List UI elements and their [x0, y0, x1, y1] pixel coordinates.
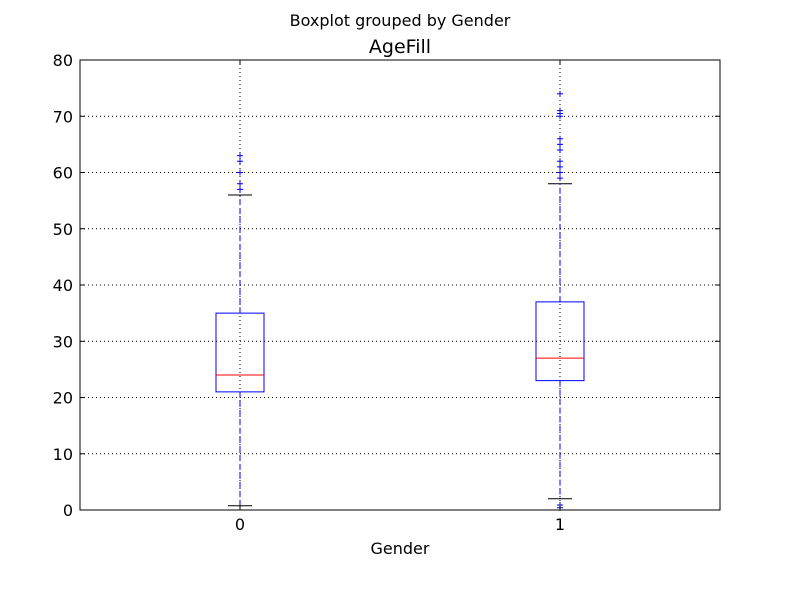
box-group-1	[535, 90, 585, 511]
flier-point	[557, 135, 563, 142]
flier-point	[557, 169, 563, 176]
y-tick-label: 10	[53, 445, 73, 464]
flier-point	[557, 163, 563, 170]
flier-point	[237, 180, 243, 187]
iqr-box	[535, 301, 585, 382]
flier-point	[237, 186, 243, 193]
flier-point	[557, 107, 563, 114]
flier-point	[557, 147, 563, 153]
y-tick-label: 60	[53, 164, 73, 183]
flier-point	[557, 158, 563, 165]
box-plots	[215, 90, 585, 511]
y-tick-label: 70	[53, 107, 73, 126]
flier-point	[237, 158, 243, 165]
flier-point	[557, 90, 563, 97]
iqr-box	[215, 312, 265, 393]
x-tick-label: 1	[555, 515, 565, 534]
y-axis: 0 10 20 30 40 50 60 70 80	[53, 51, 720, 520]
chart-suptitle: Boxplot grouped by Gender	[290, 11, 511, 30]
x-axis-label: Gender	[371, 539, 430, 558]
y-tick-label: 0	[63, 501, 73, 520]
chart-title: AgeFill	[369, 36, 431, 58]
x-tick-label: 0	[235, 515, 245, 534]
flier-point	[237, 169, 243, 176]
flier-point	[557, 141, 563, 148]
flier-point	[557, 175, 563, 182]
y-tick-label: 40	[53, 276, 73, 295]
y-tick-label: 20	[53, 389, 73, 408]
grid-lines	[80, 60, 720, 510]
y-tick-label: 30	[53, 332, 73, 351]
y-tick-label: 50	[53, 220, 73, 239]
y-tick-label: 80	[53, 51, 73, 70]
flier-point	[237, 152, 243, 159]
box-group-0	[215, 152, 265, 507]
